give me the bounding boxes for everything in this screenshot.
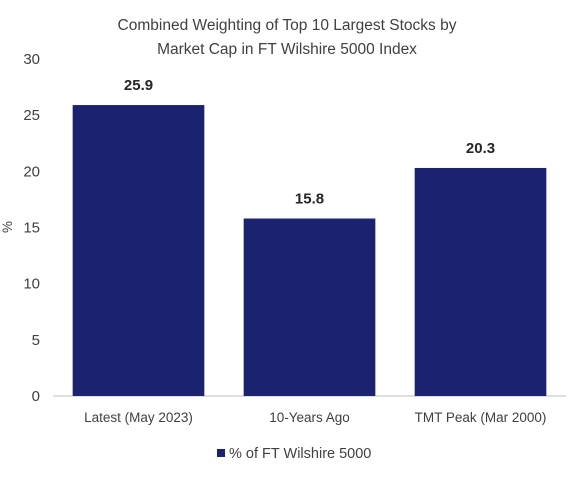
y-tick-label: 0	[32, 388, 40, 405]
chart-title-line-1: Combined Weighting of Top 10 Largest Sto…	[118, 17, 457, 34]
bar	[243, 218, 376, 396]
y-axis-ticks: 0 5 10 15 20 25 30	[23, 51, 40, 405]
legend-swatch	[217, 449, 225, 457]
y-tick-label: 15	[23, 220, 40, 237]
x-tick-label: Latest (May 2023)	[84, 410, 193, 425]
y-tick-label: 5	[32, 332, 40, 349]
data-label: 20.3	[466, 140, 495, 157]
data-label: 15.8	[295, 191, 324, 208]
bar	[72, 105, 205, 396]
x-axis-ticks: Latest (May 2023) 10-Years Ago TMT Peak (M…	[84, 410, 546, 425]
y-tick-label: 25	[23, 107, 40, 124]
y-axis-label: %	[0, 221, 15, 233]
bar	[414, 167, 547, 396]
data-label: 25.9	[124, 77, 153, 94]
legend: % of FT Wilshire 5000	[217, 446, 371, 462]
data-labels-group: 25.9 15.8 20.3	[124, 77, 495, 207]
y-tick-label: 20	[23, 163, 40, 180]
legend-label: % of FT Wilshire 5000	[229, 446, 371, 462]
y-tick-label: 10	[23, 276, 40, 293]
chart-title-line-2: Market Cap in FT Wilshire 5000 Index	[157, 41, 417, 58]
y-tick-label: 30	[23, 51, 40, 68]
x-tick-label: TMT Peak (Mar 2000)	[415, 410, 547, 425]
bars-group	[72, 105, 547, 396]
x-tick-label: 10-Years Ago	[269, 410, 350, 425]
